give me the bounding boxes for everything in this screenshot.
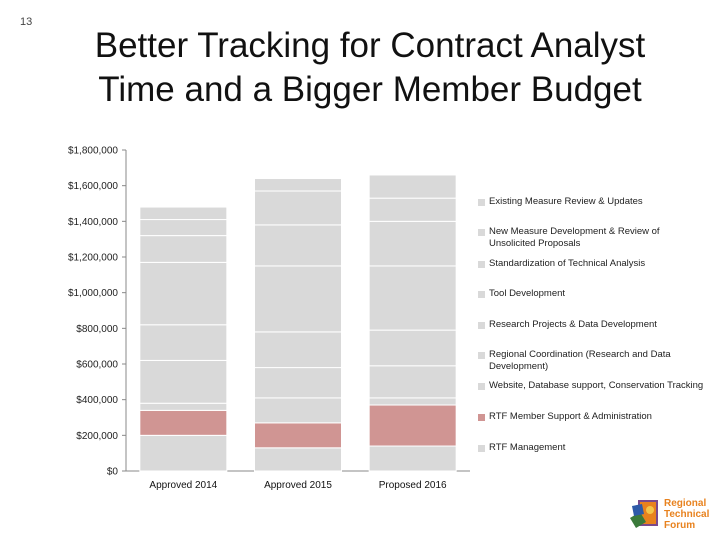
title-line-1: Better Tracking for Contract Analyst bbox=[94, 26, 646, 65]
y-tick-label: $1,800,000 bbox=[68, 146, 118, 157]
bar-segment bbox=[254, 367, 342, 399]
legend-item: RTF Management bbox=[478, 442, 706, 454]
y-tick-label: $600,000 bbox=[76, 360, 118, 371]
bar-segment bbox=[368, 265, 457, 331]
legend-item: Standardization of Technical Analysis bbox=[478, 258, 706, 270]
rtf-logo-text: Regional Technical Forum bbox=[664, 498, 710, 531]
bar-segment bbox=[254, 331, 342, 369]
bar-segment bbox=[368, 220, 457, 267]
y-tick-label: $400,000 bbox=[76, 395, 118, 406]
legend-swatch bbox=[478, 383, 485, 390]
legend-swatch bbox=[478, 261, 485, 268]
bar-segment bbox=[368, 174, 457, 199]
y-tick-label: $800,000 bbox=[76, 324, 118, 335]
legend-swatch bbox=[478, 291, 485, 298]
legend-item: Existing Measure Review & Updates bbox=[478, 196, 706, 208]
category-label: Approved 2014 bbox=[149, 480, 217, 491]
legend-label: RTF Management bbox=[489, 442, 566, 453]
legend-label: Regional Coordination (Research and Data… bbox=[489, 349, 671, 372]
y-tick-label: $1,600,000 bbox=[68, 181, 118, 192]
legend-label: Existing Measure Review & Updates bbox=[489, 196, 643, 207]
bar-segment bbox=[139, 206, 228, 221]
bar-segment bbox=[139, 402, 228, 411]
title-line-2: Time and a Bigger Member Budget bbox=[98, 70, 642, 109]
legend-label: Standardization of Technical Analysis bbox=[489, 258, 646, 269]
bar-segment bbox=[368, 329, 457, 367]
bar-segment bbox=[254, 447, 342, 472]
slide-number: 13 bbox=[20, 16, 33, 28]
bar-segment bbox=[254, 190, 342, 226]
y-tick-label: $1,000,000 bbox=[68, 288, 118, 299]
legend-item: Tool Development bbox=[478, 288, 706, 300]
legend-swatch bbox=[478, 199, 485, 206]
legend-item: Research Projects & Data Development bbox=[478, 319, 706, 331]
legend-item: RTF Member Support & Administration bbox=[478, 411, 706, 423]
bar-segment bbox=[139, 261, 228, 326]
bar-segment bbox=[368, 365, 457, 399]
bar-segment bbox=[368, 404, 457, 447]
legend-swatch bbox=[478, 229, 485, 236]
y-tick-label: $1,200,000 bbox=[68, 253, 118, 264]
bar-segment bbox=[139, 359, 228, 404]
legend-item: New Measure Development & Review of Unso… bbox=[478, 226, 706, 250]
bar-segment bbox=[368, 397, 457, 406]
category-label: Proposed 2016 bbox=[379, 480, 447, 491]
legend-swatch bbox=[478, 322, 485, 329]
legend-swatch bbox=[478, 414, 485, 421]
bar-segment bbox=[254, 422, 342, 449]
bar-segment bbox=[254, 265, 342, 333]
legend-swatch bbox=[478, 352, 485, 359]
bar-segment bbox=[254, 178, 342, 192]
y-tick-label: $200,000 bbox=[76, 431, 118, 442]
rtf-logo-mark-icon bbox=[630, 500, 658, 528]
bar-segment bbox=[368, 197, 457, 222]
category-label: Approved 2015 bbox=[264, 480, 332, 491]
bar-segment bbox=[139, 235, 228, 263]
bar-segment bbox=[254, 224, 342, 267]
slide-title: Better Tracking for Contract Analyst Tim… bbox=[40, 24, 700, 112]
legend-swatch bbox=[478, 445, 485, 452]
rtf-logo: Regional Technical Forum bbox=[626, 496, 710, 532]
bar-segment bbox=[368, 445, 457, 472]
legend-label: Website, Database support, Conservation … bbox=[489, 380, 704, 391]
legend-label: Research Projects & Data Development bbox=[489, 319, 657, 330]
bar-segment bbox=[139, 219, 228, 237]
legend-label: New Measure Development & Review of Unso… bbox=[489, 226, 660, 249]
bar-segment bbox=[139, 409, 228, 436]
legend-item: Regional Coordination (Research and Data… bbox=[478, 349, 706, 373]
bar-segment bbox=[254, 397, 342, 424]
bar-segment bbox=[139, 434, 228, 472]
legend-label: RTF Member Support & Administration bbox=[489, 411, 652, 422]
legend-item: Website, Database support, Conservation … bbox=[478, 380, 706, 392]
y-tick-label: $1,400,000 bbox=[68, 217, 118, 228]
bar-segment bbox=[139, 324, 228, 361]
legend-label: Tool Development bbox=[489, 288, 566, 299]
y-tick-label: $0 bbox=[107, 467, 119, 478]
